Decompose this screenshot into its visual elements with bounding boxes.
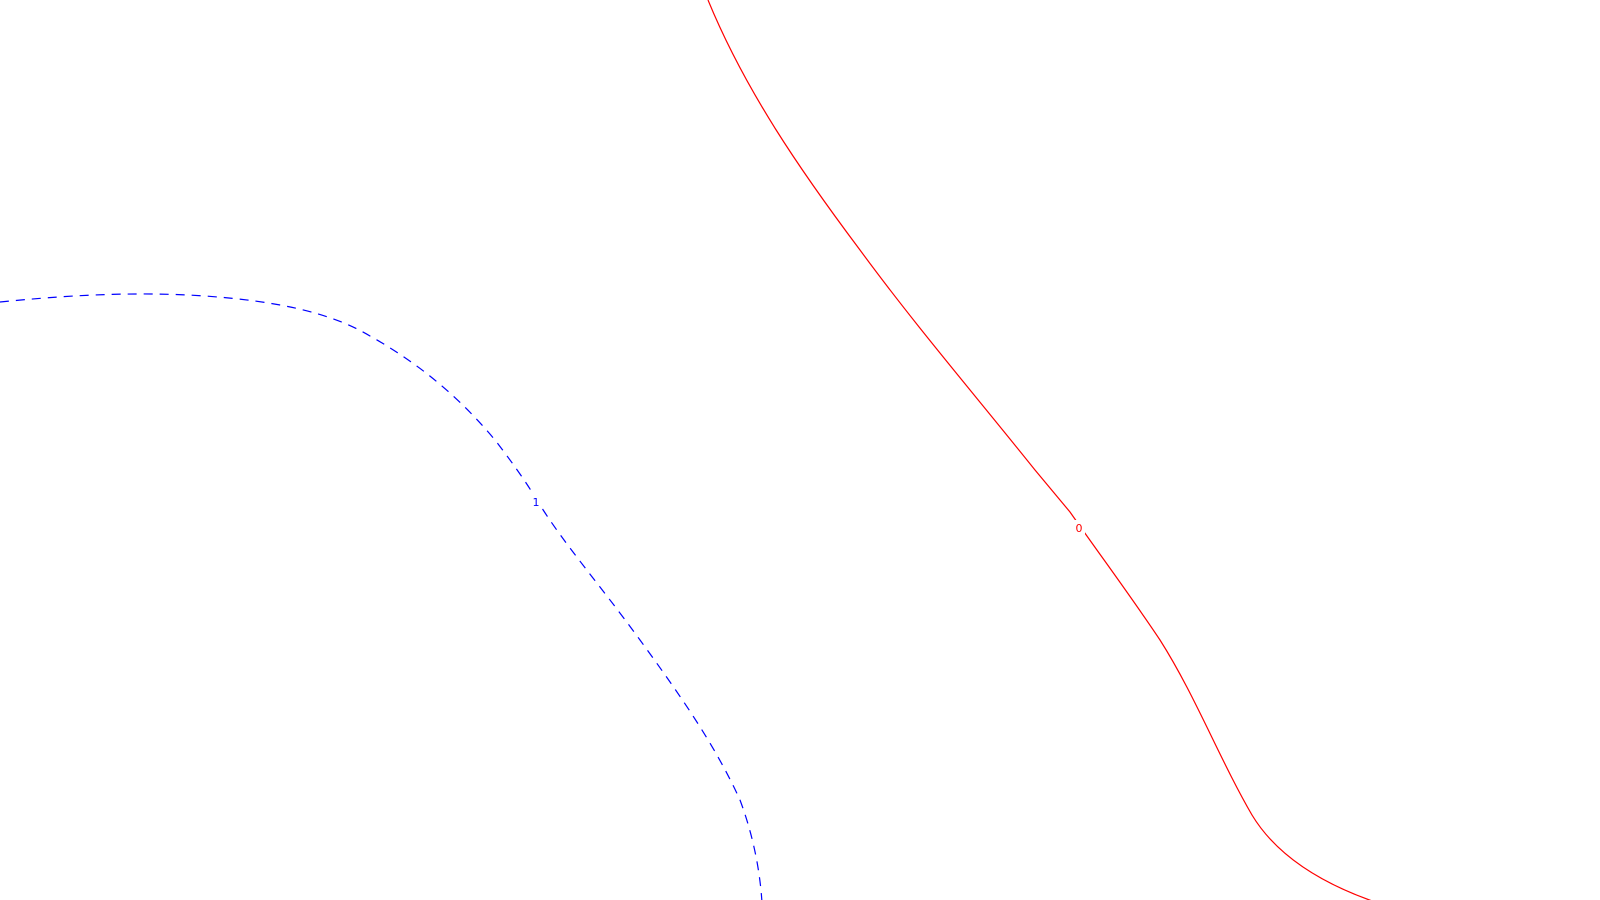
contour-label-0-bg (1073, 520, 1085, 535)
contour-label-0: 0 (1076, 522, 1083, 535)
contour-line-0 (707, 0, 1372, 900)
contour-label-1: 1 (533, 496, 540, 509)
contour-line-1 (0, 293, 763, 900)
contour-label-1-bg (530, 494, 542, 509)
